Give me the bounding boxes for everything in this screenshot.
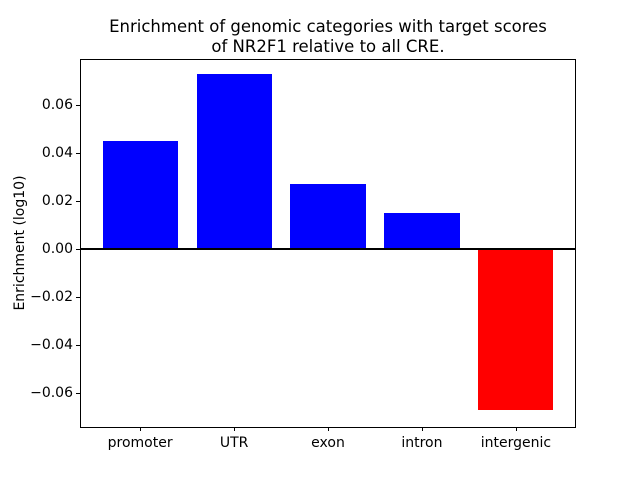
chart-title: Enrichment of genomic categories with ta… (80, 17, 576, 57)
x-tick-label: intron (401, 435, 443, 451)
x-tick-label: intergenic (480, 435, 552, 451)
y-tick-label: −0.04 (30, 337, 73, 353)
x-tick-mark (328, 427, 329, 431)
y-tick-label: 0.02 (41, 193, 73, 209)
y-tick-label: 0.04 (41, 145, 73, 161)
x-tick-mark (515, 427, 517, 431)
y-tick-mark (76, 201, 80, 202)
x-tick-label: exon (311, 435, 345, 451)
x-tick-mark (234, 427, 236, 431)
y-tick-label: 0.06 (41, 97, 73, 114)
y-tick-mark (76, 153, 80, 154)
y-tick-mark (76, 345, 80, 346)
chart-title-line2: of NR2F1 relative to all CRE. (211, 37, 445, 56)
zero-line (81, 248, 575, 250)
y-tick-mark (76, 105, 80, 106)
bar-intergenic (478, 249, 554, 410)
bar-intron (384, 213, 460, 249)
y-tick-mark (76, 297, 80, 298)
bar-UTR (196, 73, 272, 249)
x-tick-label: UTR (219, 435, 249, 451)
y-tick-label: 0.00 (41, 241, 73, 257)
x-tick-mark (421, 427, 423, 431)
y-tick-label: −0.06 (30, 384, 73, 401)
y-tick-mark (76, 393, 80, 394)
bar-promoter (102, 141, 178, 249)
y-tick-mark (76, 249, 80, 250)
chart-title-line1: Enrichment of genomic categories with ta… (109, 17, 547, 36)
bar-exon (290, 184, 366, 249)
x-tick-mark (140, 427, 142, 431)
x-tick-label: promoter (107, 435, 173, 451)
y-tick-label: −0.02 (30, 289, 73, 305)
